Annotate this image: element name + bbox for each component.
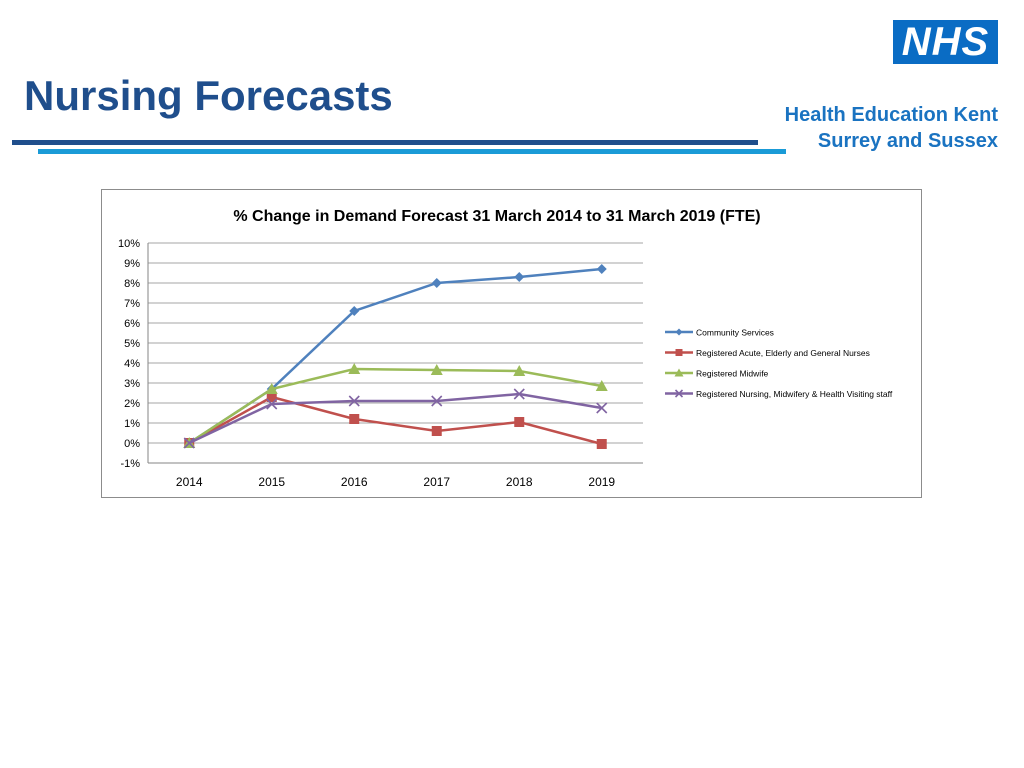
chart-frame: % Change in Demand Forecast 31 March 201… <box>101 189 922 498</box>
org-line-2: Surrey and Sussex <box>817 130 998 152</box>
x-tick-label: 2019 <box>588 475 615 489</box>
y-tick-label: 9% <box>124 258 140 270</box>
axes: -1% 0% 1% 2% 3% 4% 5% 6% 7% 8% 9% 10% 2014 2015 2016 20… <box>118 238 643 489</box>
data-point <box>183 437 195 449</box>
data-point <box>514 272 525 282</box>
org-line-1: Health Education Kent <box>784 104 998 126</box>
series-line <box>188 392 602 445</box>
grid <box>148 242 643 464</box>
y-tick-label: 10% <box>118 238 140 250</box>
series <box>183 264 608 449</box>
chart-title: % Change in Demand Forecast 31 March 201… <box>233 208 760 225</box>
data-point <box>675 328 683 336</box>
x-tick-label: 2014 <box>176 475 203 489</box>
y-tick-label: 1% <box>124 418 140 430</box>
data-point <box>513 365 526 376</box>
legend-label: Community Services <box>696 328 774 338</box>
series-registered-nursing-midwifery-health-visiting-staff <box>183 388 608 449</box>
data-point <box>674 368 684 377</box>
data-point <box>265 383 278 394</box>
data-point <box>431 395 443 407</box>
data-point <box>675 349 683 356</box>
y-tick-label: 8% <box>124 278 140 290</box>
legend-entry: Registered Acute, Elderly and General Nu… <box>665 348 870 358</box>
y-tick-label: 4% <box>124 358 140 370</box>
legend-label: Registered Nursing, Midwifery & Health V… <box>696 389 893 399</box>
x-tick-label: 2017 <box>423 475 450 489</box>
y-tick-label: 0% <box>124 438 140 450</box>
data-point <box>266 398 278 410</box>
series-line <box>188 367 602 445</box>
series-registered-midwife <box>183 363 608 448</box>
legend: Community Services Registered Acute, Elde… <box>665 328 893 399</box>
x-tick-label: 2018 <box>506 475 533 489</box>
legend-entry: Community Services <box>665 328 774 338</box>
legend-label: Registered Acute, Elderly and General Nu… <box>696 348 870 358</box>
legend-label: Registered Midwife <box>696 369 769 379</box>
data-point <box>349 306 360 316</box>
legend-entry: Registered Midwife <box>665 368 769 379</box>
nhs-logo: NHS <box>893 20 998 64</box>
data-point <box>431 278 442 288</box>
data-point <box>430 364 443 375</box>
data-point <box>348 363 361 374</box>
series-community-services <box>184 264 607 448</box>
y-tick-label: 6% <box>124 318 140 330</box>
data-point <box>596 264 607 274</box>
x-tick-label: 2016 <box>341 475 368 489</box>
data-point <box>348 395 360 407</box>
legend-entry: Registered Nursing, Midwifery & Health V… <box>665 389 893 399</box>
y-tick-label: 3% <box>124 378 140 390</box>
series-line <box>188 395 603 446</box>
data-point <box>595 380 608 391</box>
y-tick-label: 7% <box>124 298 140 310</box>
x-tick-label: 2015 <box>258 475 285 489</box>
header-rule-dark <box>12 140 758 145</box>
data-point <box>674 389 684 398</box>
data-point <box>513 388 525 400</box>
page-title: Nursing Forecasts <box>24 72 393 119</box>
organisation-name: Health Education Kent Surrey and Sussex <box>785 102 998 154</box>
line-chart: % Change in Demand Forecast 31 March 201… <box>118 208 893 489</box>
data-point <box>514 417 525 427</box>
y-tick-label: 5% <box>124 338 140 350</box>
y-tick-label: 2% <box>124 398 140 410</box>
y-tick-label: -1% <box>120 458 140 470</box>
header-rule-light <box>38 149 786 154</box>
series-line <box>188 267 602 445</box>
data-point <box>349 414 360 424</box>
data-point <box>596 439 607 449</box>
data-point <box>596 402 608 414</box>
data-point <box>431 426 442 436</box>
data-point <box>266 392 277 402</box>
